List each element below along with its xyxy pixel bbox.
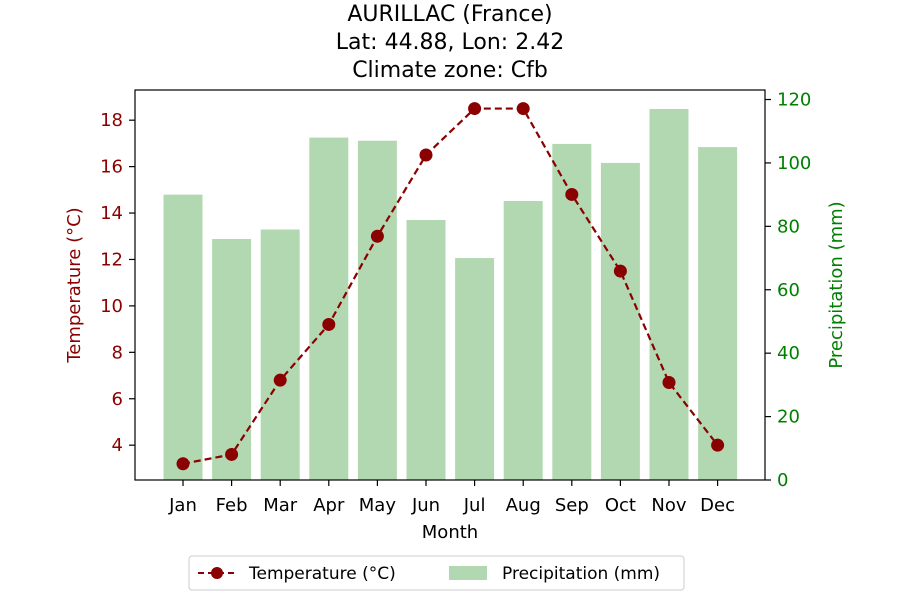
x-tick-label-jun: Jun (411, 495, 440, 516)
right-axis: 0 20 40 60 80 100 120 (765, 90, 811, 491)
right-tick-label: 40 (777, 343, 800, 364)
temperature-point-oct (613, 264, 627, 278)
x-tick-label-mar: Mar (263, 495, 298, 516)
temperature-point-feb (225, 447, 239, 461)
temperature-point-sep (565, 187, 579, 201)
x-tick-label-dec: Dec (700, 495, 735, 516)
legend-temperature-label: Temperature (°C) (248, 564, 396, 584)
temperature-point-may (370, 229, 384, 243)
precipitation-bar-feb (212, 239, 252, 480)
chart-title-line-1: AURILLAC (France) (347, 2, 552, 27)
chart-title-line-2: Lat: 44.88, Lon: 2.42 (336, 30, 564, 55)
precipitation-bar-mar (260, 229, 300, 480)
left-tick-label: 8 (112, 342, 123, 363)
left-tick-label: 12 (100, 249, 123, 270)
left-tick-label: 10 (100, 296, 123, 317)
left-tick-label: 14 (100, 203, 123, 224)
temperature-point-jun (419, 148, 433, 162)
precipitation-bar-oct (600, 162, 640, 480)
precipitation-bars (163, 109, 738, 481)
left-tick-label: 6 (112, 389, 123, 410)
x-tick-label-oct: Oct (605, 495, 636, 516)
left-tick-label: 16 (100, 157, 123, 178)
legend-precipitation-label: Precipitation (mm) (502, 564, 660, 584)
temperature-line (176, 102, 725, 471)
plot-frame (134, 89, 766, 481)
temperature-point-mar (273, 373, 287, 387)
temperature-point-aug (516, 102, 530, 116)
x-tick-label-may: May (359, 495, 397, 516)
left-tick-label: 18 (100, 110, 123, 131)
x-tick-label-sep: Sep (555, 495, 589, 516)
right-axis-label: Precipitation (mm) (826, 201, 847, 368)
legend-box (188, 555, 685, 591)
x-tick-label-jul: Jul (463, 495, 486, 516)
precipitation-bar-nov (649, 109, 689, 481)
x-tick-label-nov: Nov (651, 495, 686, 516)
legend: Temperature (°C) Precipitation (mm) (188, 555, 685, 591)
precipitation-bar-apr (309, 137, 349, 480)
left-tick-label: 4 (112, 435, 123, 456)
right-tick-label: 0 (777, 470, 788, 491)
right-tick-label: 20 (777, 407, 800, 428)
x-tick-label-apr: Apr (313, 495, 345, 516)
temperature-point-dec (711, 438, 725, 452)
temperature-point-jul (468, 102, 482, 116)
temperature-series-line (182, 107, 719, 465)
right-tick-label: 120 (777, 90, 811, 111)
temperature-point-apr (322, 317, 336, 331)
precipitation-bar-dec (698, 147, 738, 480)
left-axis: 4 6 8 10 12 14 16 18 (100, 110, 135, 456)
x-tick-label-feb: Feb (216, 495, 248, 516)
legend-temperature-marker-icon (211, 567, 223, 579)
x-axis-label: Month (422, 522, 478, 543)
chart-title: AURILLAC (France) Lat: 44.88, Lon: 2.42 … (336, 2, 564, 83)
precipitation-bar-aug (503, 200, 543, 481)
temperature-point-jan (176, 457, 190, 471)
precipitation-bar-jul (455, 258, 495, 480)
x-axis: Jan Feb Mar Apr May Jun Jul Aug Sep Oct Nov Dec (168, 480, 735, 516)
right-tick-label: 80 (777, 216, 800, 237)
x-tick-label-aug: Aug (506, 495, 541, 516)
chart-title-line-3: Climate zone: Cfb (352, 58, 548, 83)
right-tick-label: 100 (777, 153, 811, 174)
temperature-point-nov (662, 376, 676, 389)
left-axis-label: Temperature (°C) (64, 207, 85, 363)
precipitation-bar-jun (406, 220, 446, 480)
precipitation-bar-may (357, 140, 397, 481)
right-tick-label: 60 (777, 280, 800, 301)
x-tick-label-jan: Jan (168, 495, 197, 516)
precipitation-bar-jan (163, 194, 203, 480)
legend-precipitation-swatch (449, 566, 487, 580)
